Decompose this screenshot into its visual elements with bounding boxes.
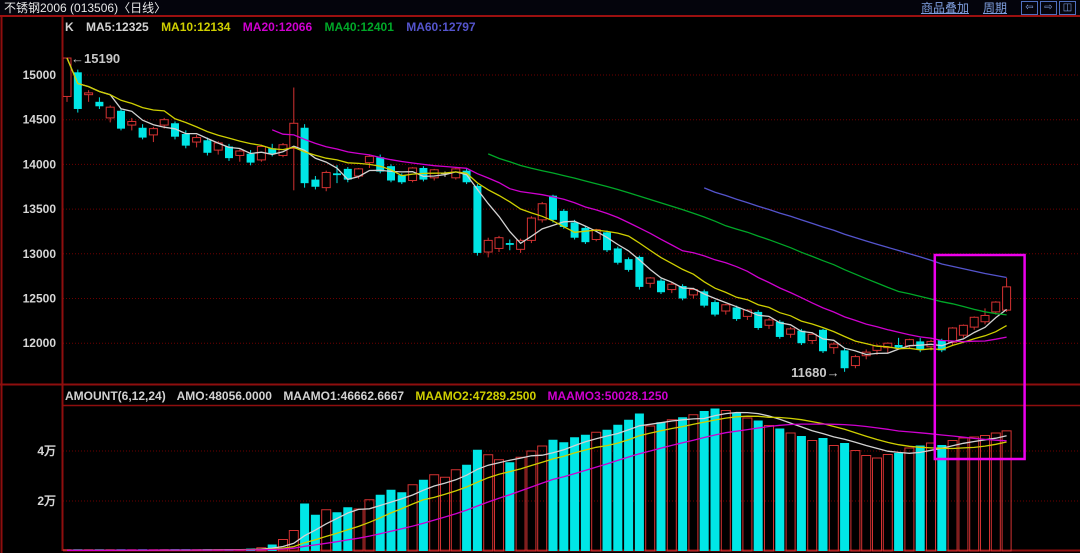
volume-bars — [63, 408, 1012, 552]
prev-window-icon[interactable]: ⇦ — [1021, 0, 1038, 15]
annotations: ←15190 11680→ — [71, 51, 840, 380]
ma10-value: MA10:12134 — [161, 20, 231, 34]
next-window-icon[interactable]: ⇨ — [1040, 0, 1057, 15]
svg-text:14000: 14000 — [23, 157, 57, 171]
price-gridlines — [63, 74, 1080, 344]
svg-text:13000: 13000 — [23, 247, 57, 261]
period-button[interactable]: 周期 — [982, 1, 1007, 15]
window-title: 不锈钢2006 (013506)〈日线〉 — [4, 1, 167, 15]
window-buttons: ⇦ ⇨ ◫ — [1021, 0, 1076, 15]
k-label: K — [65, 20, 74, 34]
svg-text:4万: 4万 — [37, 444, 56, 458]
svg-text:2万: 2万 — [37, 494, 56, 508]
maamo1-value: MAAMO1:46662.6667 — [283, 389, 405, 403]
price-axis-labels: 15000 14500 14000 13500 13000 12500 12000 — [23, 68, 57, 350]
indicator-header-main: K MA5:12325 MA10:12134 MA20:12066 MA40:1… — [65, 20, 485, 34]
ma60-value: MA60:12797 — [406, 20, 476, 34]
svg-text:15000: 15000 — [23, 68, 57, 82]
ma40-value: MA40:12401 — [324, 20, 394, 34]
title-bar-controls: 商品叠加 周期 ⇦ ⇨ ◫ — [921, 0, 1080, 16]
volume-ma-lines — [67, 411, 1007, 551]
highlight-box — [933, 253, 1026, 461]
svg-text:11680→: 11680→ — [791, 365, 839, 380]
price-ma-lines — [66, 57, 1007, 356]
overlay-button[interactable]: 商品叠加 — [920, 1, 969, 15]
svg-text:12000: 12000 — [23, 336, 57, 350]
svg-text:←15190: ←15190 — [71, 51, 120, 66]
amount-label: AMOUNT(6,12,24) — [65, 389, 166, 403]
ma20-value: MA20:12066 — [242, 20, 313, 34]
indicator-header-volume: AMOUNT(6,12,24) AMO:48056.0000 MAAMO1:46… — [65, 389, 676, 403]
title-bar: 不锈钢2006 (013506)〈日线〉 商品叠加 周期 ⇦ ⇨ ◫ — [0, 0, 1080, 17]
svg-text:12500: 12500 — [23, 292, 57, 306]
volume-axis-labels: 4万 2万 — [37, 444, 56, 508]
ma5-value: MA5:12325 — [86, 20, 149, 34]
amo-value: AMO:48056.0000 — [176, 389, 272, 403]
maamo2-value: MAAMO2:47289.2500 — [415, 389, 537, 403]
svg-text:13500: 13500 — [23, 202, 57, 216]
split-window-icon[interactable]: ◫ — [1059, 0, 1076, 15]
maamo3-value: MAAMO3:50028.1250 — [547, 389, 669, 403]
svg-text:14500: 14500 — [23, 113, 57, 127]
